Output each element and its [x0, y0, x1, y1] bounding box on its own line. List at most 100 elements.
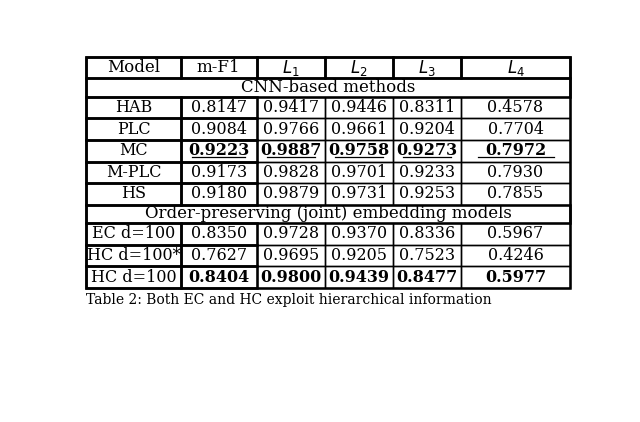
Bar [393, 162, 461, 183]
Bar [461, 140, 570, 162]
Bar [257, 140, 325, 162]
Text: 0.7930: 0.7930 [488, 164, 543, 181]
Bar [393, 97, 461, 119]
Text: Model: Model [107, 59, 160, 76]
Text: 0.8404: 0.8404 [188, 268, 250, 286]
Bar [325, 223, 393, 245]
Bar [86, 223, 180, 245]
Text: M-PLC: M-PLC [106, 164, 161, 181]
Bar [325, 162, 393, 183]
Text: 0.9879: 0.9879 [262, 185, 319, 203]
Bar [461, 57, 570, 78]
Text: 0.9233: 0.9233 [399, 164, 455, 181]
Bar [325, 183, 393, 205]
Bar [180, 119, 257, 140]
Text: 0.9204: 0.9204 [399, 121, 455, 138]
Text: 0.9728: 0.9728 [263, 225, 319, 242]
Bar [180, 245, 257, 266]
Text: 0.7627: 0.7627 [191, 247, 247, 264]
Bar [393, 223, 461, 245]
Bar [325, 266, 393, 288]
Bar [180, 140, 257, 162]
Text: 0.9661: 0.9661 [331, 121, 387, 138]
Bar [180, 97, 257, 119]
Text: HC d=100*: HC d=100* [86, 247, 180, 264]
Text: 0.9084: 0.9084 [191, 121, 247, 138]
Bar [180, 57, 257, 78]
Text: CNN-based methods: CNN-based methods [241, 79, 415, 96]
Text: 0.9173: 0.9173 [191, 164, 247, 181]
Text: 0.7972: 0.7972 [485, 142, 546, 159]
Bar [86, 183, 180, 205]
Bar [257, 183, 325, 205]
Bar [86, 97, 180, 119]
Bar [461, 245, 570, 266]
Text: 0.9446: 0.9446 [331, 99, 387, 116]
Bar [393, 140, 461, 162]
Text: 0.4578: 0.4578 [488, 99, 543, 116]
Text: $L_1$: $L_1$ [282, 57, 300, 78]
Bar [86, 119, 180, 140]
Bar [257, 245, 325, 266]
Text: 0.7523: 0.7523 [399, 247, 455, 264]
Text: 0.9180: 0.9180 [191, 185, 247, 203]
Text: 0.9370: 0.9370 [331, 225, 387, 242]
Bar [257, 57, 325, 78]
Bar [86, 57, 180, 78]
Bar [461, 266, 570, 288]
Text: HC d=100: HC d=100 [91, 268, 176, 286]
Bar [461, 183, 570, 205]
Bar [86, 162, 180, 183]
Bar [393, 57, 461, 78]
Bar [393, 119, 461, 140]
Text: 0.9766: 0.9766 [262, 121, 319, 138]
Text: m-F1: m-F1 [197, 59, 241, 76]
Text: PLC: PLC [116, 121, 150, 138]
Text: 0.9758: 0.9758 [328, 142, 390, 159]
Bar [86, 266, 180, 288]
Text: $L_2$: $L_2$ [350, 57, 368, 78]
Text: 0.9701: 0.9701 [331, 164, 387, 181]
Text: 0.8477: 0.8477 [397, 268, 458, 286]
Bar [461, 97, 570, 119]
Bar [393, 183, 461, 205]
Text: $L_3$: $L_3$ [419, 57, 436, 78]
Bar [325, 245, 393, 266]
Text: 0.9253: 0.9253 [399, 185, 455, 203]
Bar [461, 223, 570, 245]
Bar [257, 119, 325, 140]
Bar [86, 78, 570, 97]
Text: 0.4246: 0.4246 [488, 247, 543, 264]
Text: 0.9731: 0.9731 [331, 185, 387, 203]
Text: 0.8336: 0.8336 [399, 225, 455, 242]
Text: MC: MC [119, 142, 148, 159]
Text: 0.7704: 0.7704 [488, 121, 543, 138]
Bar [325, 57, 393, 78]
Bar [393, 266, 461, 288]
Text: $L_4$: $L_4$ [507, 57, 525, 78]
Text: 0.9273: 0.9273 [397, 142, 458, 159]
Bar [86, 245, 180, 266]
Text: HS: HS [121, 185, 146, 203]
Bar [257, 97, 325, 119]
Bar [180, 183, 257, 205]
Bar [393, 245, 461, 266]
Text: 0.5977: 0.5977 [485, 268, 546, 286]
Text: 0.8311: 0.8311 [399, 99, 455, 116]
Text: 0.9887: 0.9887 [260, 142, 321, 159]
Text: 0.5967: 0.5967 [488, 225, 543, 242]
Bar [257, 223, 325, 245]
Bar [86, 140, 180, 162]
Bar [180, 162, 257, 183]
Text: 0.9223: 0.9223 [188, 142, 250, 159]
Text: 0.8147: 0.8147 [191, 99, 247, 116]
Text: 0.9695: 0.9695 [262, 247, 319, 264]
Text: 0.9439: 0.9439 [328, 268, 390, 286]
Text: 0.7855: 0.7855 [488, 185, 543, 203]
Bar [180, 266, 257, 288]
Bar [257, 162, 325, 183]
Text: 0.9828: 0.9828 [263, 164, 319, 181]
Bar [461, 162, 570, 183]
Text: 0.9417: 0.9417 [263, 99, 319, 116]
Text: 0.8350: 0.8350 [191, 225, 247, 242]
